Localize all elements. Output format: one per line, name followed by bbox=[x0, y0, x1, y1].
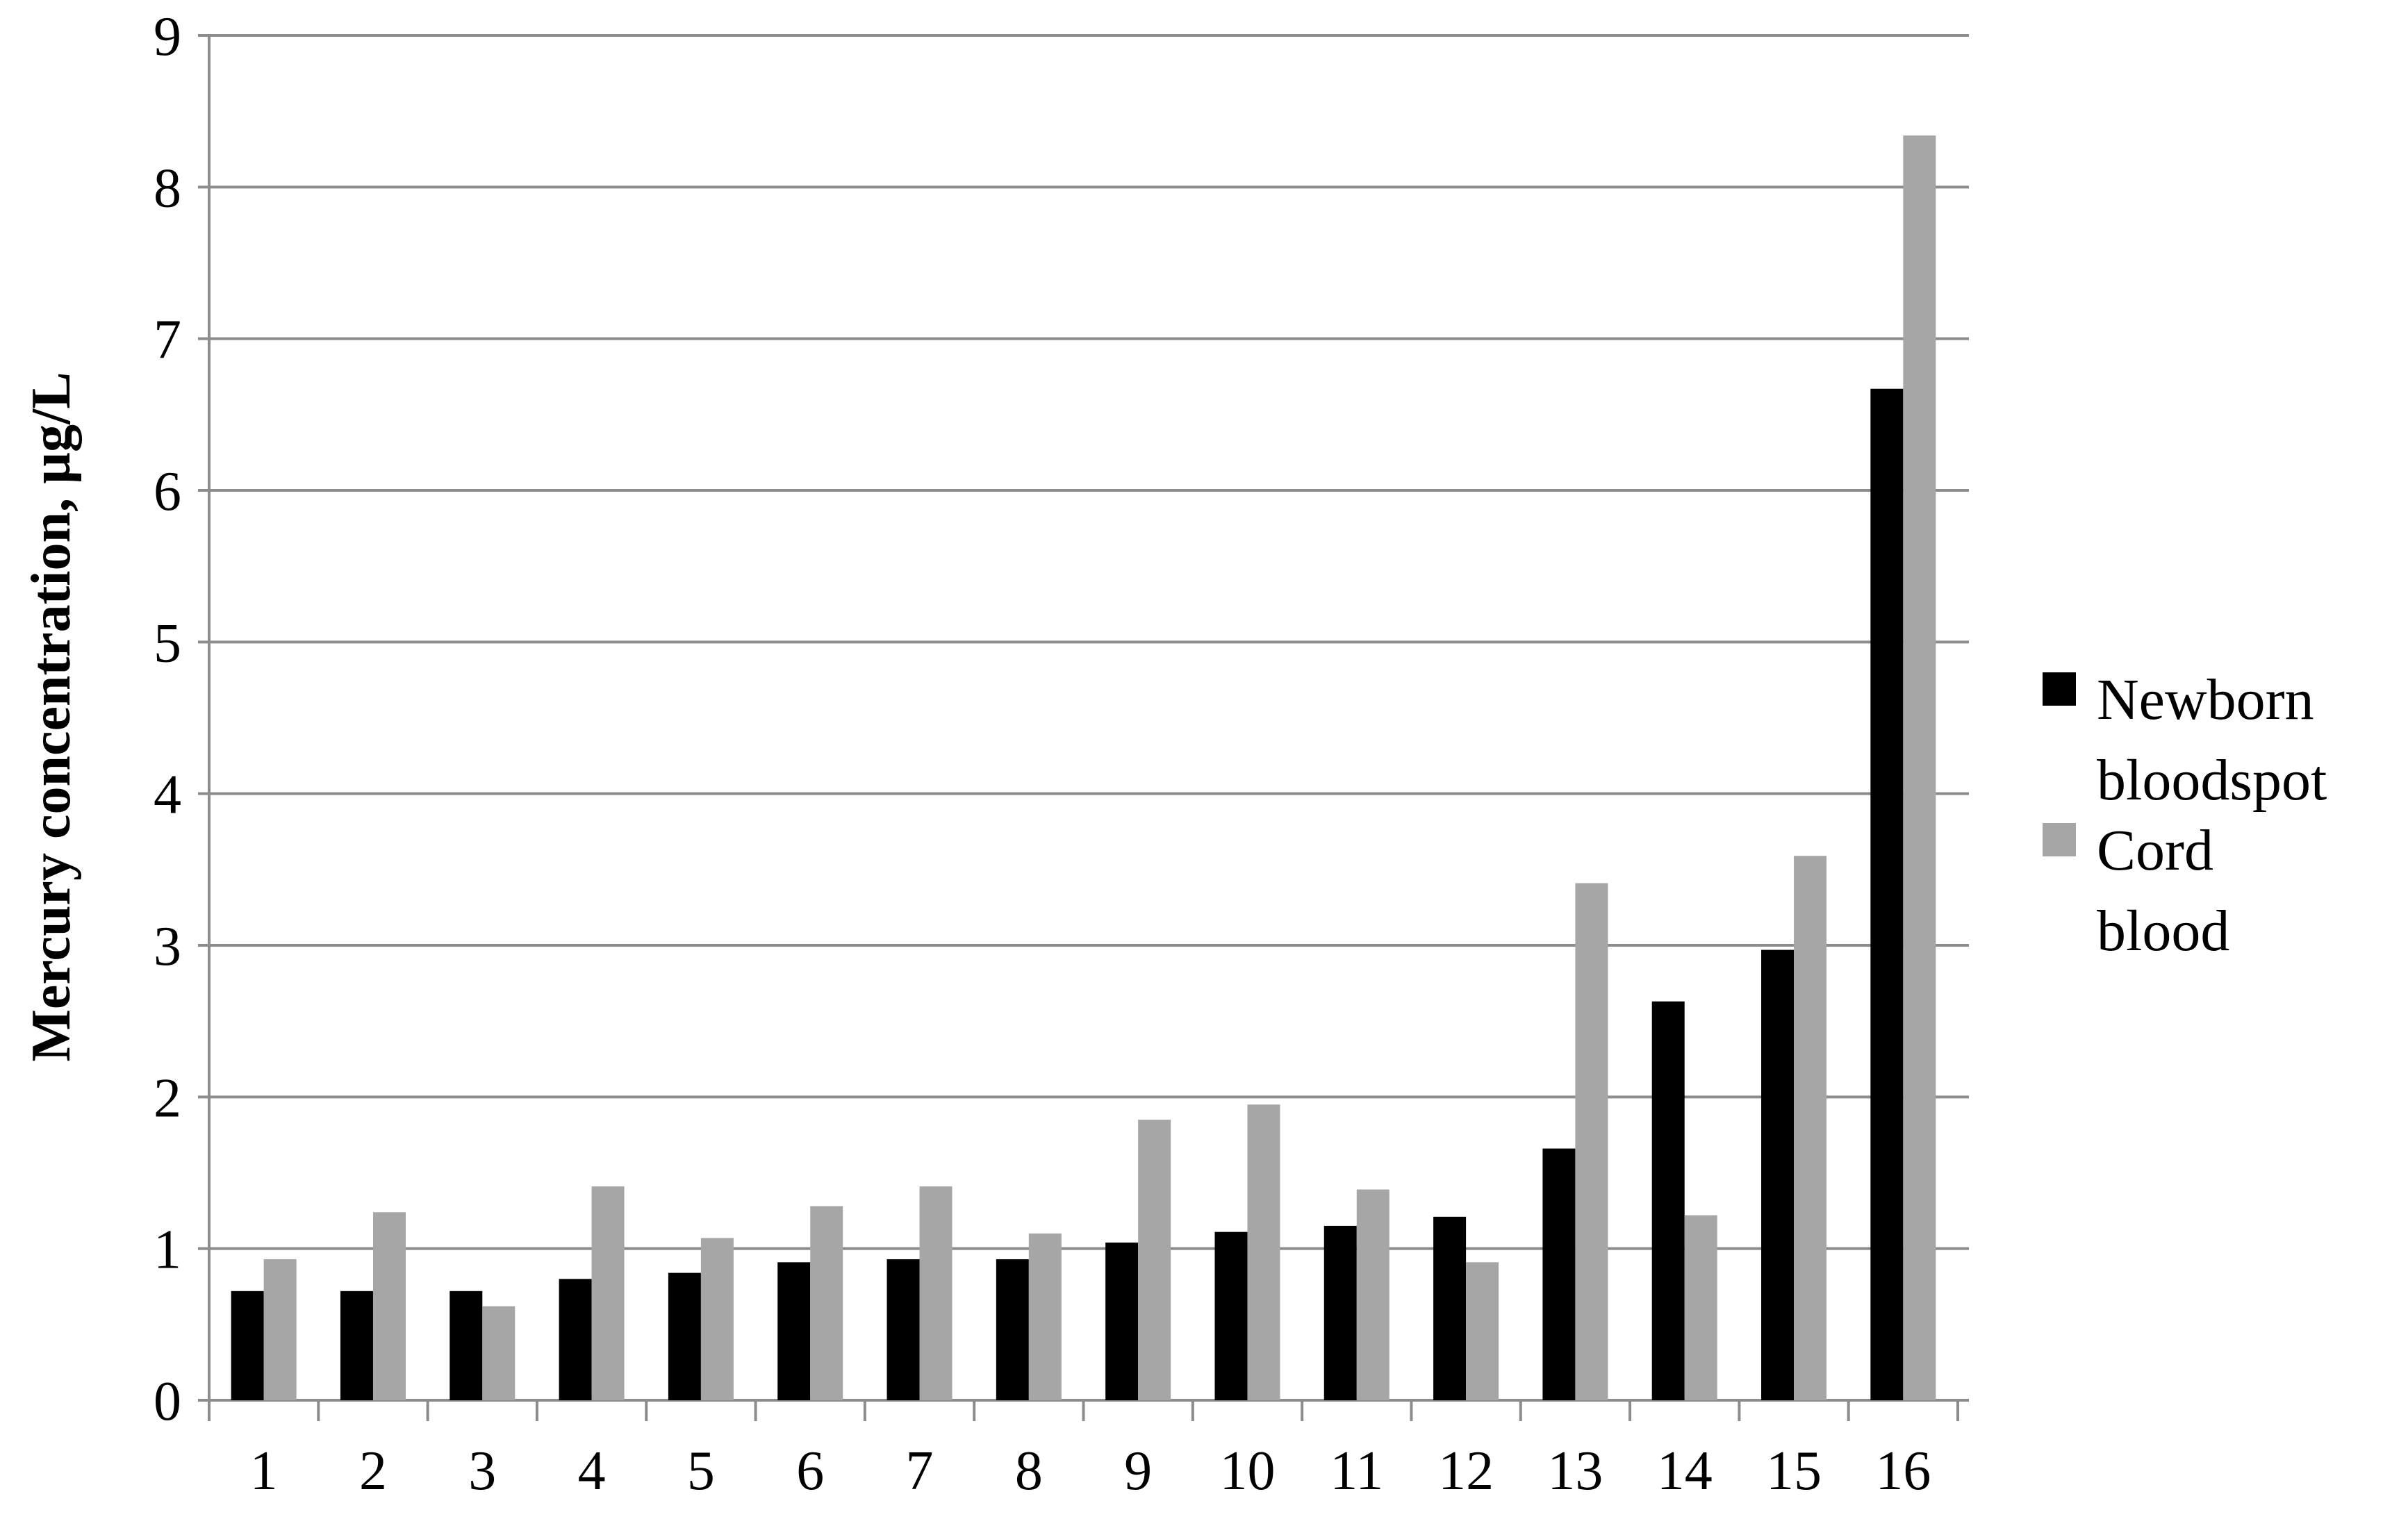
legend-item: Cord blood bbox=[2043, 811, 2345, 972]
y-tick-label: 0 bbox=[154, 1371, 181, 1432]
bar bbox=[1028, 1233, 1062, 1400]
x-tick-label: 4 bbox=[578, 1441, 606, 1502]
x-tick-label: 14 bbox=[1657, 1441, 1713, 1502]
x-tick-label: 15 bbox=[1766, 1441, 1822, 1502]
bar bbox=[340, 1291, 373, 1400]
bar bbox=[777, 1262, 811, 1400]
bar bbox=[1138, 1120, 1171, 1400]
legend-label: Cord blood bbox=[2097, 818, 2230, 963]
bar bbox=[231, 1291, 264, 1400]
y-tick-label: 1 bbox=[154, 1220, 181, 1281]
y-tick-label: 9 bbox=[154, 6, 181, 67]
bar bbox=[559, 1279, 592, 1400]
bar bbox=[372, 1212, 406, 1400]
legend-item: Newborn bloodspot bbox=[2043, 660, 2345, 821]
x-tick-label: 11 bbox=[1330, 1441, 1383, 1502]
bar bbox=[450, 1291, 483, 1400]
y-tick-label: 8 bbox=[154, 158, 181, 219]
bar bbox=[1466, 1262, 1499, 1400]
y-tick-label: 3 bbox=[154, 916, 181, 977]
y-tick-label: 7 bbox=[154, 310, 181, 371]
bar bbox=[1247, 1104, 1280, 1400]
x-tick-label: 9 bbox=[1124, 1441, 1152, 1502]
bar bbox=[1105, 1242, 1139, 1400]
legend-swatch bbox=[2043, 672, 2076, 706]
bar bbox=[1323, 1225, 1357, 1400]
x-tick-label: 5 bbox=[687, 1441, 715, 1502]
bar bbox=[1794, 856, 1827, 1400]
bar bbox=[1903, 135, 1936, 1401]
x-tick-label: 3 bbox=[468, 1441, 496, 1502]
legend-swatch bbox=[2043, 823, 2076, 856]
x-tick-label: 10 bbox=[1219, 1441, 1275, 1502]
bar bbox=[996, 1259, 1029, 1400]
x-tick-label: 16 bbox=[1875, 1441, 1931, 1502]
legend-label: Newborn bloodspot bbox=[2097, 667, 2327, 813]
bar bbox=[591, 1186, 625, 1400]
y-axis-title: Mercury concentration, µg/L bbox=[21, 372, 82, 1061]
bar bbox=[1214, 1231, 1248, 1400]
y-tick-label: 4 bbox=[154, 765, 181, 826]
x-tick-label: 6 bbox=[796, 1441, 824, 1502]
x-tick-label: 2 bbox=[359, 1441, 387, 1502]
bar bbox=[482, 1306, 516, 1400]
bar bbox=[1433, 1216, 1467, 1400]
bar bbox=[1684, 1215, 1717, 1400]
bar bbox=[1761, 949, 1795, 1400]
x-tick-label: 12 bbox=[1438, 1441, 1494, 1502]
bar bbox=[668, 1272, 701, 1400]
x-tick-label: 8 bbox=[1015, 1441, 1043, 1502]
x-tick-label: 1 bbox=[250, 1441, 278, 1502]
x-tick-label: 7 bbox=[906, 1441, 934, 1502]
x-tick-label: 13 bbox=[1547, 1441, 1603, 1502]
bar bbox=[1356, 1189, 1389, 1400]
y-tick-label: 2 bbox=[154, 1068, 181, 1129]
bar bbox=[1542, 1148, 1576, 1400]
bar bbox=[810, 1206, 843, 1400]
bar bbox=[1651, 1001, 1685, 1400]
y-tick-label: 6 bbox=[154, 461, 181, 522]
bar bbox=[1870, 388, 1904, 1400]
bar bbox=[886, 1259, 920, 1400]
bar bbox=[919, 1186, 953, 1400]
y-tick-label: 5 bbox=[154, 613, 181, 674]
bar bbox=[700, 1238, 734, 1400]
bar bbox=[1575, 883, 1608, 1400]
bar bbox=[263, 1259, 297, 1400]
